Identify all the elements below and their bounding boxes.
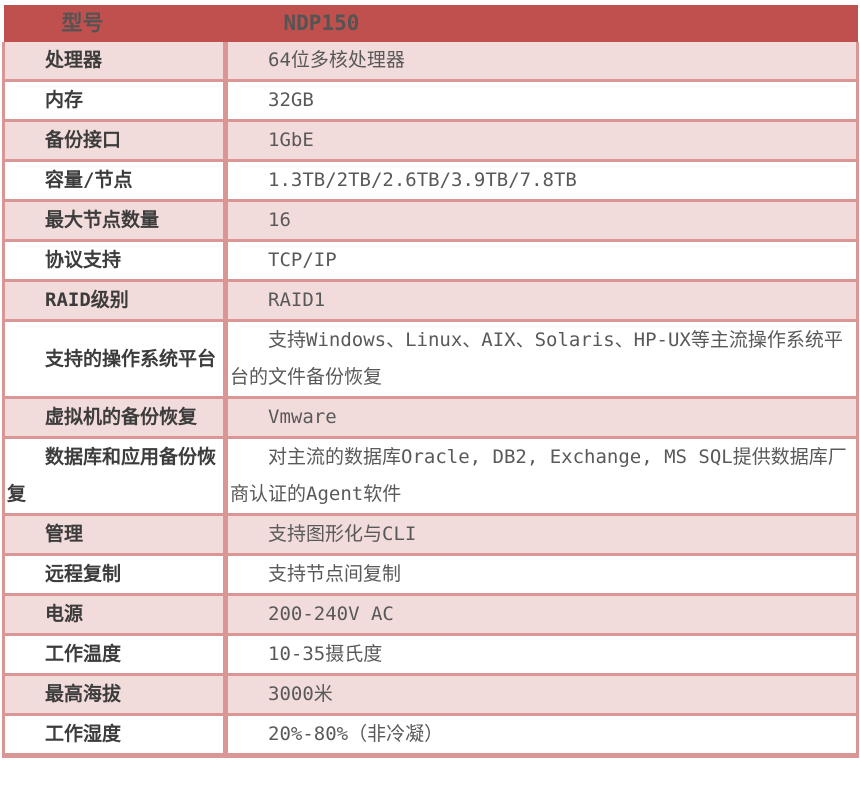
- spec-row-value: 64位多核处理器: [223, 40, 859, 82]
- spec-row: 数据库和应用备份恢复 对主流的数据库Oracle, DB2, Exchange,…: [2, 436, 859, 516]
- spec-row-value: 16: [223, 199, 859, 242]
- spec-row-label: 处理器: [2, 40, 227, 82]
- spec-row-label: 虚拟机的备份恢复: [2, 396, 227, 439]
- header-model-value: NDP150: [225, 5, 858, 42]
- spec-row: 内存 32GB: [2, 79, 859, 122]
- spec-row-value: 1.3TB/2TB/2.6TB/3.9TB/7.8TB: [223, 159, 859, 202]
- spec-row-value: 对主流的数据库Oracle, DB2, Exchange, MS SQL提供数据…: [223, 436, 859, 516]
- spec-row: 工作温度 10-35摄氏度: [2, 633, 859, 676]
- spec-row: 工作湿度 20%-80%（非冷凝）: [2, 713, 859, 758]
- spec-row-label: 最高海拔: [2, 673, 227, 716]
- spec-row: 电源 200-240V AC: [2, 593, 859, 636]
- spec-row-value: 20%-80%（非冷凝）: [223, 713, 859, 758]
- header-row: 型号 NDP150: [3, 5, 858, 42]
- spec-row-value: 支持图形化与CLI: [223, 513, 859, 556]
- spec-row-label: 最大节点数量: [2, 199, 227, 242]
- spec-row: 协议支持 TCP/IP: [2, 239, 859, 282]
- spec-row: 支持的操作系统平台 支持Windows、Linux、AIX、Solaris、HP…: [2, 319, 859, 399]
- spec-row-value: 10-35摄氏度: [223, 633, 859, 676]
- spec-row: 远程复制 支持节点间复制: [2, 553, 859, 596]
- spec-row: 最大节点数量 16: [2, 199, 859, 242]
- spec-row-value: 32GB: [223, 79, 859, 122]
- spec-row: 容量/节点 1.3TB/2TB/2.6TB/3.9TB/7.8TB: [2, 159, 859, 202]
- spec-table-header: 型号 NDP150: [3, 5, 858, 42]
- spec-row-label: 协议支持: [2, 239, 227, 282]
- spec-row-label: 工作湿度: [2, 713, 227, 758]
- spec-row: 虚拟机的备份恢复 Vmware: [2, 396, 859, 439]
- spec-row-label: 工作温度: [2, 633, 227, 676]
- spec-row: 处理器 64位多核处理器: [2, 40, 859, 82]
- spec-row-value: 3000米: [223, 673, 859, 716]
- spec-row-value: 支持Windows、Linux、AIX、Solaris、HP-UX等主流操作系统…: [223, 319, 859, 399]
- spec-row: 最高海拔 3000米: [2, 673, 859, 716]
- spec-row-label: 管理: [2, 513, 227, 556]
- spec-row: 管理 支持图形化与CLI: [2, 513, 859, 556]
- header-model-label: 型号: [3, 5, 226, 42]
- spec-row-value: 1GbE: [223, 119, 859, 162]
- spec-row-value: 200-240V AC: [223, 593, 859, 636]
- spec-row-value: RAID1: [223, 279, 859, 322]
- spec-row-label: RAID级别: [2, 279, 227, 322]
- spec-row-label: 容量/节点: [2, 159, 227, 202]
- spec-row-label: 电源: [2, 593, 227, 636]
- spec-table-body: 处理器 64位多核处理器 内存 32GB 备份接口 1GbE 容量/节点 1.3…: [2, 40, 859, 758]
- spec-row: 备份接口 1GbE: [2, 119, 859, 162]
- spec-row-label: 远程复制: [2, 553, 227, 596]
- spec-row-value: 支持节点间复制: [223, 553, 859, 596]
- spec-row-label: 数据库和应用备份恢复: [2, 436, 227, 516]
- spec-row-value: TCP/IP: [223, 239, 859, 282]
- spec-row-value: Vmware: [223, 396, 859, 439]
- spec-row-label: 内存: [2, 79, 227, 122]
- spec-row-label: 支持的操作系统平台: [2, 319, 227, 399]
- spec-table: 型号 NDP150 处理器 64位多核处理器 内存 32GB 备份接口 1GbE…: [2, 5, 859, 758]
- spec-row: RAID级别 RAID1: [2, 279, 859, 322]
- spec-row-label: 备份接口: [2, 119, 227, 162]
